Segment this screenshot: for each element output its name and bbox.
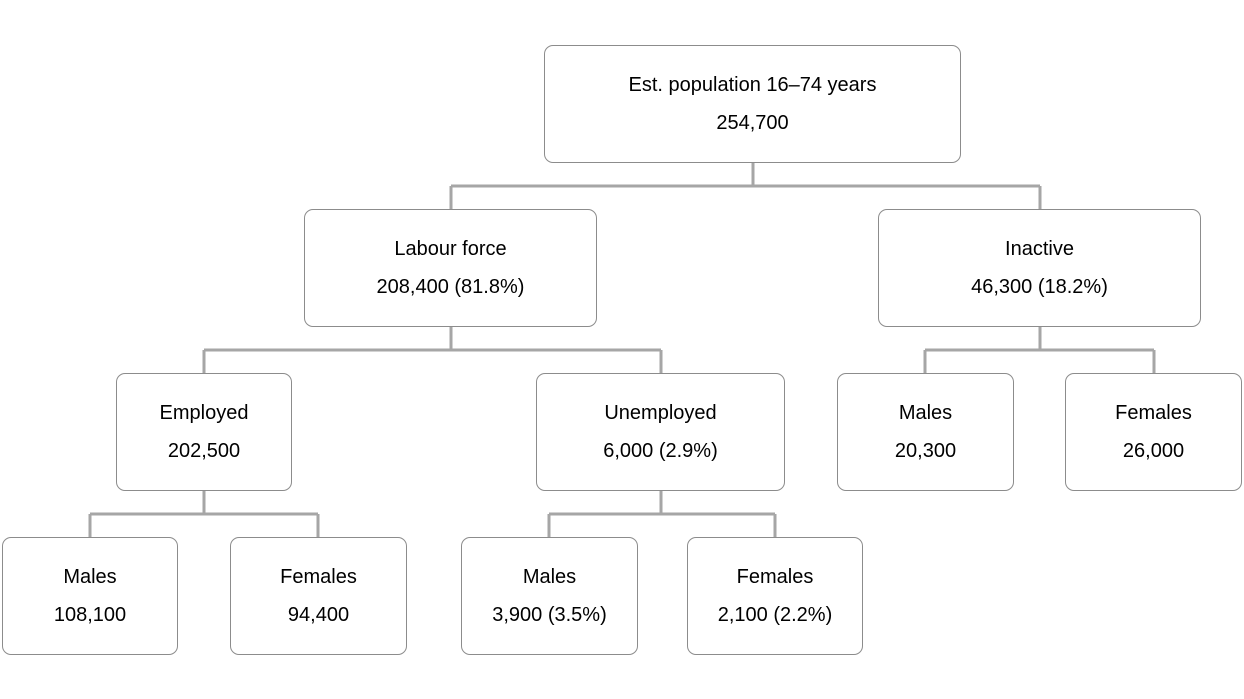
labour-force-node: Labour force 208,400 (81.8%) [304,209,597,327]
inactive-females-label: Females [1115,402,1192,424]
inactive-value: 46,300 (18.2%) [971,276,1108,298]
inactive-males-node: Males 20,300 [837,373,1014,491]
employed-value: 202,500 [167,440,241,462]
employed-males-value: 108,100 [53,604,127,626]
employed-females-label: Females [280,566,357,588]
unemployed-node: Unemployed 6,000 (2.9%) [536,373,785,491]
inactive-label: Inactive [1005,238,1074,260]
inactive-females-node: Females 26,000 [1065,373,1242,491]
employed-label: Employed [159,402,249,424]
inactive-node: Inactive 46,300 (18.2%) [878,209,1201,327]
employed-females-node: Females 94,400 [230,537,407,655]
unemployed-males-node: Males 3,900 (3.5%) [461,537,638,655]
labour-force-value: 208,400 (81.8%) [376,276,525,298]
inactive-females-value: 26,000 [1122,440,1185,462]
unemployed-females-node: Females 2,100 (2.2%) [687,537,863,655]
employed-females-value: 94,400 [287,604,350,626]
population-label: Est. population 16–74 years [628,74,877,96]
inactive-males-value: 20,300 [894,440,957,462]
unemployed-value: 6,000 (2.9%) [603,440,718,462]
unemployed-males-label: Males [522,566,577,588]
unemployed-males-value: 3,900 (3.5%) [492,604,607,626]
employed-node: Employed 202,500 [116,373,292,491]
unemployed-females-value: 2,100 (2.2%) [717,604,833,626]
unemployed-females-label: Females [736,566,814,588]
unemployed-label: Unemployed [604,402,717,424]
labour-force-label: Labour force [394,238,507,260]
population-node: Est. population 16–74 years 254,700 [544,45,961,163]
employed-males-label: Males [63,566,117,588]
population-value: 254,700 [716,112,789,134]
employed-males-node: Males 108,100 [2,537,178,655]
inactive-males-label: Males [898,402,953,424]
